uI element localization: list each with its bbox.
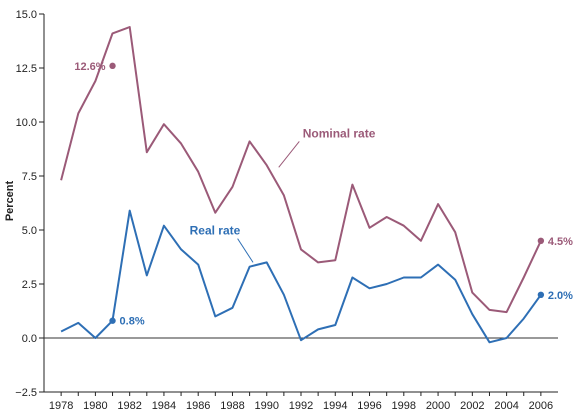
real-highlight-dot: [109, 317, 116, 324]
x-tick-label: 1990: [254, 400, 278, 412]
nominal-highlight-dot: [109, 62, 116, 70]
x-tick-label: 2004: [494, 400, 518, 412]
real-highlight-dot: [537, 291, 545, 298]
x-tick-label: 1988: [220, 400, 244, 412]
x-tick-label: 1984: [152, 400, 176, 412]
y-tick-label: 2.5: [22, 279, 37, 291]
x-tick-label: 1992: [289, 400, 313, 412]
nominal-rate-pointer: [278, 141, 300, 168]
real-rate-line: [60, 209, 542, 344]
real-rate-label: Real rate: [190, 224, 241, 238]
x-tick-label: 2006: [529, 400, 553, 412]
x-tick-label: 1996: [357, 400, 381, 412]
x-tick-label: 2000: [426, 400, 450, 412]
y-axis-title: Percent: [4, 180, 16, 221]
y-tick-label: 5.0: [22, 225, 37, 237]
x-tick-label: 1994: [323, 400, 347, 412]
chart-axes: 15.0 12.5 10.0 7.5 5.0 2.5 0.0 −2.5 1978 1980 1982…: [4, 9, 558, 412]
nominal-highlight-dot: [537, 237, 545, 244]
nominal-rate-line: [60, 26, 542, 314]
x-tick-label: 1986: [186, 400, 210, 412]
real-value-label: 2.0%: [548, 290, 573, 302]
y-tick-label: 10.0: [16, 117, 37, 129]
real-rate-pointer: [237, 238, 254, 263]
real-value-label: 0.8%: [120, 316, 145, 328]
chart-lines: [60, 26, 542, 344]
x-tick-label: 2002: [460, 400, 484, 412]
chart-labels: Nominal rate Real rate 12.6% 4.5% 0.8% 2.0%: [74, 61, 573, 328]
y-tick-label: −2.5: [15, 387, 37, 399]
y-tick-label: 12.5: [16, 63, 37, 75]
y-tick-label: 7.5: [22, 171, 37, 183]
x-tick-label: 1980: [83, 400, 107, 412]
x-tick-label: 1982: [117, 400, 141, 412]
x-tick-label: 1998: [392, 400, 416, 412]
x-tick-label: 1978: [49, 400, 73, 412]
nominal-rate-label: Nominal rate: [303, 126, 376, 140]
y-tick-label: 15.0: [16, 9, 37, 21]
nominal-value-label: 4.5%: [548, 236, 573, 248]
nominal-value-label: 12.6%: [74, 61, 105, 73]
y-tick-label: 0.0: [22, 333, 37, 345]
